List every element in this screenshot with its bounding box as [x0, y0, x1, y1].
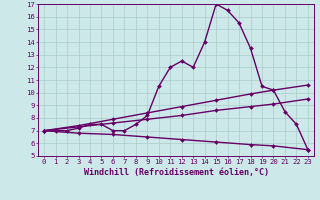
X-axis label: Windchill (Refroidissement éolien,°C): Windchill (Refroidissement éolien,°C) — [84, 168, 268, 177]
